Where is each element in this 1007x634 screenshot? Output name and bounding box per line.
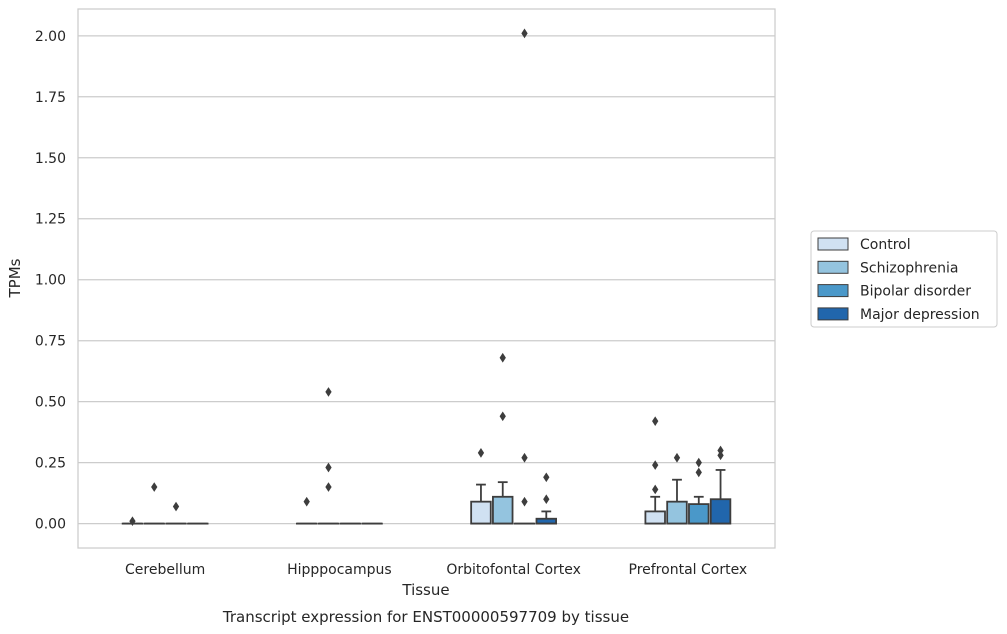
outlier-point	[499, 352, 506, 363]
outlier-point	[717, 445, 724, 456]
plot-area	[78, 9, 775, 548]
x-tick-label: Cerebellum	[125, 562, 205, 578]
box-schizophrenia	[666, 452, 688, 525]
legend-frame	[810, 230, 998, 328]
y-tick-label: 1.50	[35, 151, 66, 167]
outlier-point	[543, 472, 550, 483]
box-bipolar-disorder	[688, 457, 710, 525]
y-tick-label: 0.25	[35, 456, 66, 472]
box-schizophrenia	[492, 352, 514, 525]
boxes	[121, 28, 732, 527]
y-tick-label: 0.75	[35, 334, 66, 350]
legend-swatch	[817, 307, 849, 321]
x-tick-label: Prefrontal Cortex	[629, 562, 748, 578]
box-bipolar-disorder	[513, 28, 536, 525]
y-tick-label: 1.25	[35, 212, 66, 228]
outlier-point	[325, 482, 332, 492]
box	[688, 503, 710, 525]
legend: Control Schizophrenia Bipolar disorder Majo…	[810, 230, 998, 328]
legend-label: Control	[860, 237, 911, 253]
box-bipolar-disorder	[165, 501, 187, 525]
box-schizophrenia	[143, 482, 165, 525]
y-axis-label: TPMs	[6, 258, 24, 298]
outlier-point	[172, 501, 180, 512]
outlier-point	[543, 494, 550, 505]
x-tick-label: Hipppocampus	[287, 562, 392, 578]
x-tick-label: Orbitofontal Cortex	[446, 562, 581, 578]
box	[492, 495, 514, 525]
y-tick-label: 0.00	[35, 517, 66, 533]
box-control	[644, 416, 666, 525]
box-control	[470, 448, 492, 525]
outlier-point	[521, 496, 528, 507]
outlier-point	[652, 416, 659, 427]
gridlines	[78, 35, 775, 525]
outlier-point	[673, 452, 681, 463]
outlier-point	[695, 457, 702, 468]
outlier-point	[695, 467, 702, 478]
x-tick-labels: Cerebellum Hipppocampus Orbitofontal Corte…	[125, 562, 747, 578]
outlier-point	[521, 28, 528, 39]
y-tick-label: 1.00	[35, 273, 66, 289]
chart-title: Transcript expression for ENST0000059770…	[222, 608, 629, 626]
outlier-point	[521, 452, 528, 463]
outlier-point	[499, 411, 506, 422]
legend-label: Schizophrenia	[860, 260, 958, 276]
outlier-point	[652, 484, 659, 495]
outlier-point	[325, 387, 332, 397]
x-axis-label: Tissue	[401, 581, 449, 599]
y-tick-label: 0.50	[35, 395, 66, 411]
legend-swatch	[817, 284, 849, 298]
outlier-point	[477, 448, 485, 458]
box	[470, 500, 492, 525]
outlier-point	[717, 450, 724, 461]
box-control	[121, 516, 144, 527]
legend-label: Major depression	[860, 307, 980, 323]
box	[666, 500, 688, 525]
box-control	[296, 496, 318, 525]
plot-frame	[77, 8, 776, 549]
y-tick-labels: 0.00 0.25 0.50 0.75 1.00 1.25 1.50 1.75 2.00	[35, 29, 66, 533]
box-schizophrenia	[317, 387, 340, 525]
outlier-point	[129, 516, 136, 527]
outlier-point	[303, 496, 310, 507]
outlier-point	[325, 462, 332, 473]
outlier-point	[151, 482, 158, 492]
box	[709, 498, 732, 525]
box	[644, 510, 666, 525]
legend-swatch	[817, 260, 849, 274]
legend-swatch	[817, 237, 849, 251]
box-major-depression	[535, 472, 557, 525]
legend-label: Bipolar disorder	[860, 284, 971, 300]
box-major-depression	[709, 445, 732, 525]
outlier-point	[652, 460, 659, 470]
y-tick-label: 1.75	[35, 90, 66, 106]
y-tick-label: 2.00	[35, 29, 66, 45]
